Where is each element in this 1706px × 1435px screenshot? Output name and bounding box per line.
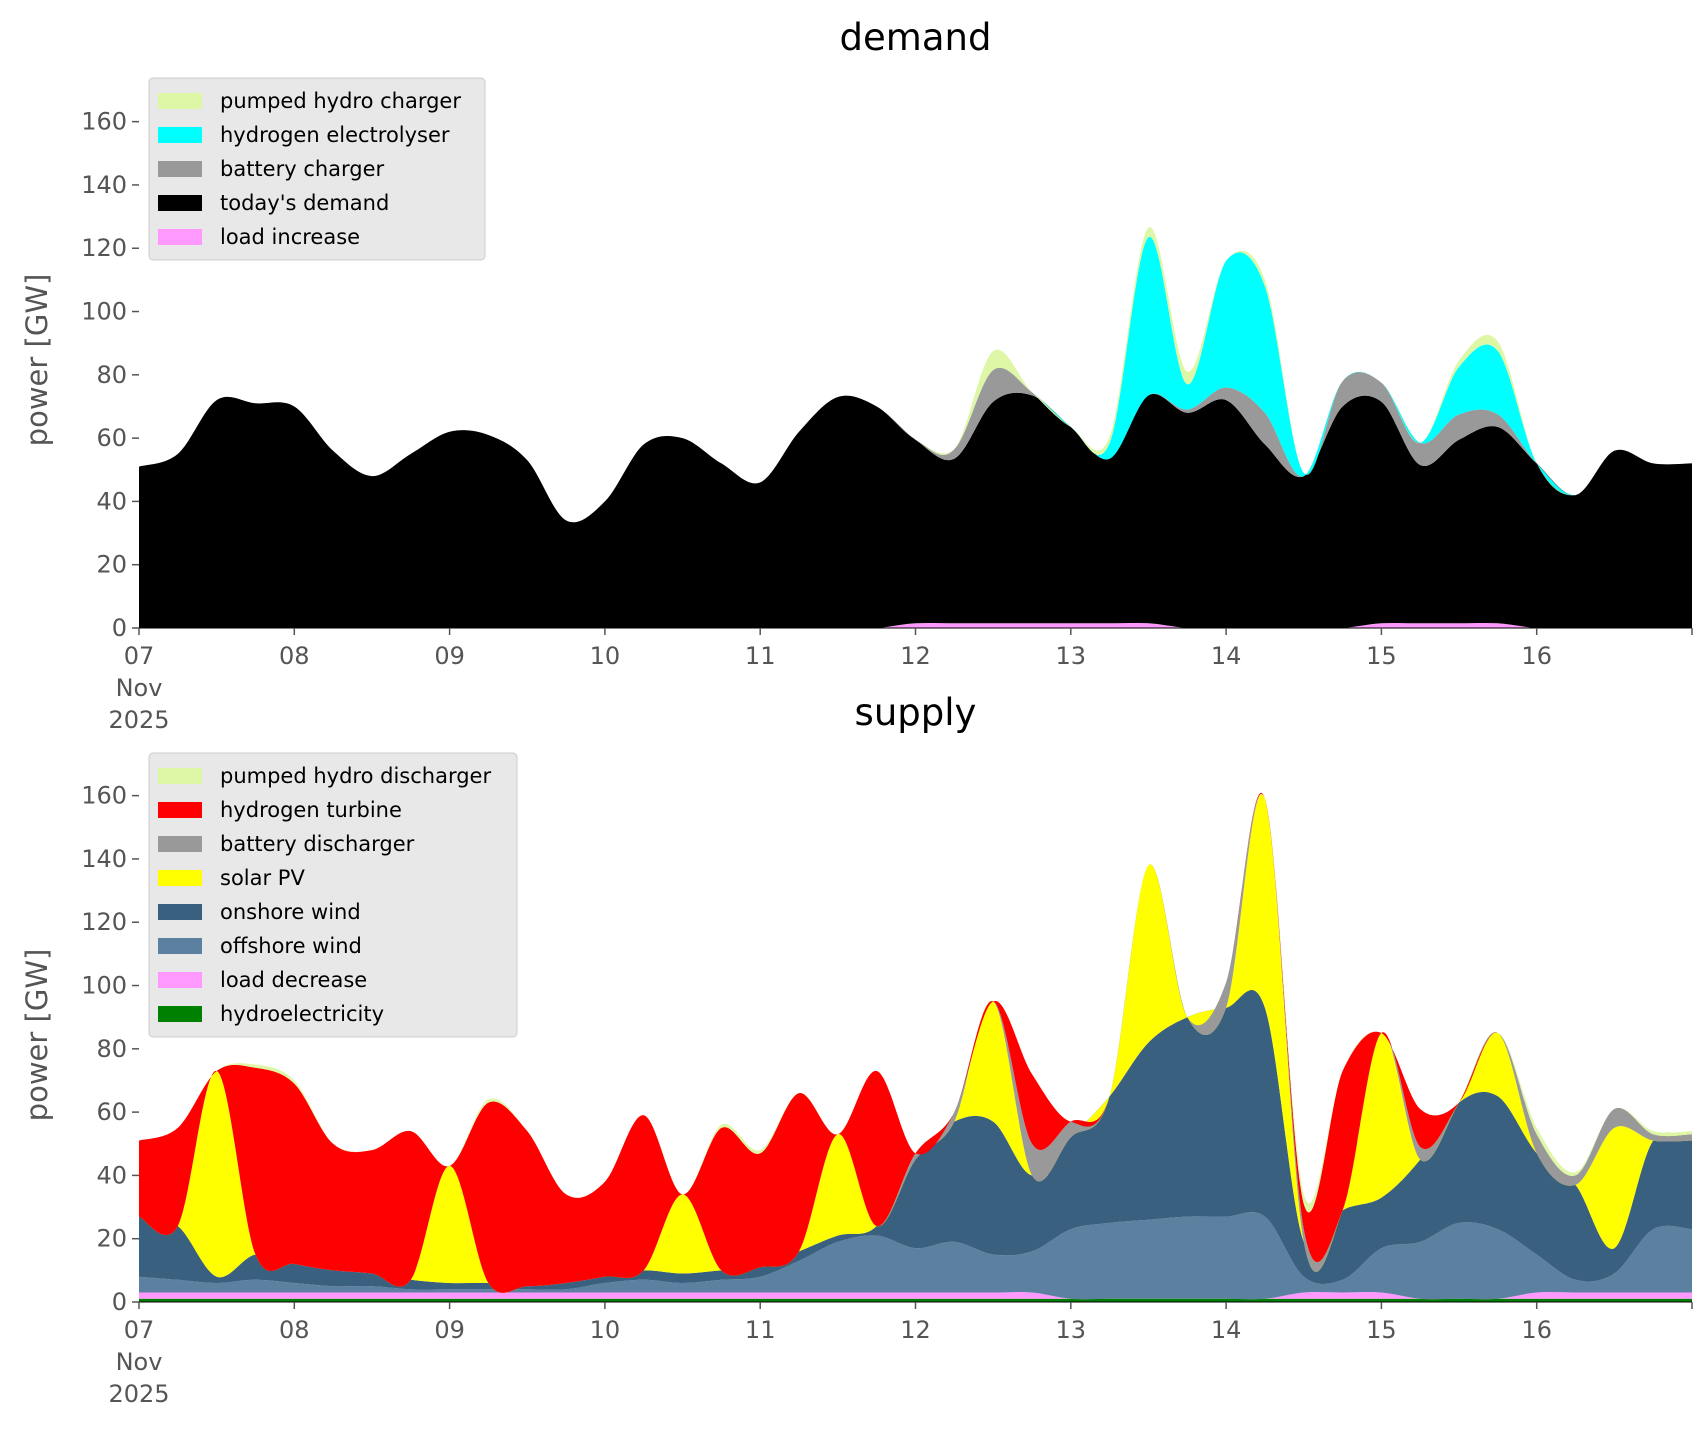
area-solar-pv xyxy=(136,794,1693,1293)
legend-label-battery-discharger: battery discharger xyxy=(220,832,415,856)
legend-swatch-load-decrease xyxy=(158,972,202,988)
area-hydrogen-turbine xyxy=(136,792,1693,1293)
x-tick-label: 12 xyxy=(900,1316,931,1344)
legend-label-hydrogen-turbine: hydrogen turbine xyxy=(220,798,402,822)
legend-swatch-solar-pv xyxy=(158,870,202,886)
y-tick-label: 20 xyxy=(96,551,127,579)
demand-chart-title: demand xyxy=(840,16,992,59)
legend-swatch-load-increase xyxy=(158,229,202,245)
x-tick-label: 16 xyxy=(1521,642,1552,670)
y-tick-label: 100 xyxy=(81,298,127,326)
legend-swatch-pumped-hydro-discharger xyxy=(158,768,202,784)
y-tick-label: 60 xyxy=(96,424,127,452)
legend-label-battery-charger: battery charger xyxy=(220,157,385,181)
y-tick-label: 120 xyxy=(81,908,127,936)
x-tick-label: 16 xyxy=(1521,1316,1552,1344)
legend-label-load-increase: load increase xyxy=(220,225,360,249)
legend-label-hydroelectricity: hydroelectricity xyxy=(220,1002,384,1026)
area-offshore-wind xyxy=(136,1212,1693,1300)
legend-label-offshore-wind: offshore wind xyxy=(220,934,362,958)
y-tick-label: 80 xyxy=(96,1035,127,1063)
y-tick-label: 20 xyxy=(96,1225,127,1253)
legend-label-load-decrease: load decrease xyxy=(220,968,367,992)
y-tick-label: 120 xyxy=(81,234,127,262)
x-tick-label: 08 xyxy=(279,642,310,670)
legend-label-today-s-demand: today's demand xyxy=(220,191,389,215)
legend-frame xyxy=(148,752,518,1038)
area-hydroelectricity xyxy=(136,1298,1693,1302)
supply-axes: 0 20 40 60 80 100 120 140 160 07 Nov 2025 08 09 10 11 12… xyxy=(81,782,1693,1408)
demand-legend: pumped hydro charger hydrogen electrolyse… xyxy=(148,77,486,261)
x-tick-label: 15 xyxy=(1366,1316,1397,1344)
area-onshore-wind xyxy=(136,990,1693,1290)
demand-areas xyxy=(136,227,1693,629)
x-tick-label: 07 Nov 2025 xyxy=(108,1316,169,1408)
x-tick-label: 10 xyxy=(590,642,621,670)
legend-swatch-hydrogen-turbine xyxy=(158,802,202,818)
y-tick-label: 140 xyxy=(81,171,127,199)
y-tick-label: 60 xyxy=(96,1098,127,1126)
y-tick-label: 140 xyxy=(81,845,127,873)
supply-legend: pumped hydro discharger hydrogen turbine b… xyxy=(148,752,518,1038)
y-tick-label: 80 xyxy=(96,361,127,389)
x-tick-label: 07 Nov 2025 xyxy=(108,642,169,734)
x-tick-label: 09 xyxy=(434,1316,465,1344)
x-tick-label: 13 xyxy=(1056,642,1087,670)
legend-label-solar-pv: solar PV xyxy=(220,866,305,890)
y-tick-label: 160 xyxy=(81,108,127,136)
x-tick-label: 09 xyxy=(434,642,465,670)
area-today-s-demand xyxy=(136,392,1693,629)
legend-swatch-onshore-wind xyxy=(158,904,202,920)
y-tick-label: 40 xyxy=(96,487,127,515)
legend-swatch-battery-charger xyxy=(158,161,202,177)
supply-areas xyxy=(136,792,1693,1302)
demand-axes: 0 20 40 60 80 100 120 140 160 07 Nov 2025 08 09 10 11 12… xyxy=(81,108,1693,734)
x-tick-label: 13 xyxy=(1056,1316,1087,1344)
x-tick-label: 11 xyxy=(745,1316,776,1344)
x-tick-label: 14 xyxy=(1211,642,1242,670)
x-tick-label: 08 xyxy=(279,1316,310,1344)
y-tick-label: 100 xyxy=(81,972,127,1000)
y-tick-label: 0 xyxy=(112,1288,127,1316)
legend-label-pumped-hydro-discharger: pumped hydro discharger xyxy=(220,764,491,788)
x-tick-label: 15 xyxy=(1366,642,1397,670)
supply-chart-title: supply xyxy=(855,691,977,734)
legend-frame xyxy=(148,77,486,261)
y-tick-label: 40 xyxy=(96,1161,127,1189)
y-tick-label: 160 xyxy=(81,782,127,810)
legend-label-onshore-wind: onshore wind xyxy=(220,900,361,924)
legend-swatch-hydrogen-electrolyser xyxy=(158,127,202,143)
x-tick-label: 14 xyxy=(1211,1316,1242,1344)
demand-y-axis-label: power [GW] xyxy=(20,274,54,447)
area-load-decrease xyxy=(136,1292,1693,1300)
legend-swatch-offshore-wind xyxy=(158,938,202,954)
legend-label-pumped-hydro-charger: pumped hydro charger xyxy=(220,89,461,113)
legend-label-hydrogen-electrolyser: hydrogen electrolyser xyxy=(220,123,450,147)
area-load-increase xyxy=(136,622,1693,629)
legend-swatch-battery-discharger xyxy=(158,836,202,852)
legend-swatch-pumped-hydro-charger xyxy=(158,93,202,109)
x-tick-label: 11 xyxy=(745,642,776,670)
legend-swatch-today-s-demand xyxy=(158,195,202,211)
x-tick-label: 10 xyxy=(590,1316,621,1344)
supply-y-axis-label: power [GW] xyxy=(20,949,54,1122)
x-tick-label: 12 xyxy=(900,642,931,670)
y-tick-label: 0 xyxy=(112,614,127,642)
legend-swatch-hydroelectricity xyxy=(158,1006,202,1022)
